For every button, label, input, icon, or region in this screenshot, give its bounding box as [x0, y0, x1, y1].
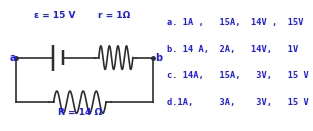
- Text: c. 14A,   15A,   3V,   15 V: c. 14A, 15A, 3V, 15 V: [167, 72, 309, 80]
- Text: R = 14 Ω: R = 14 Ω: [58, 108, 102, 117]
- Text: ε = 15 V: ε = 15 V: [34, 11, 75, 20]
- Text: r = 1Ω: r = 1Ω: [98, 11, 131, 20]
- Text: b. 14 A,  2A,   14V,   1V: b. 14 A, 2A, 14V, 1V: [167, 45, 299, 54]
- Text: a: a: [10, 53, 17, 63]
- Text: a. 1A ,   15A,  14V ,  15V: a. 1A , 15A, 14V , 15V: [167, 18, 304, 27]
- Text: b: b: [155, 53, 162, 63]
- Text: d.1A,     3A,    3V,   15 V: d.1A, 3A, 3V, 15 V: [167, 98, 309, 107]
